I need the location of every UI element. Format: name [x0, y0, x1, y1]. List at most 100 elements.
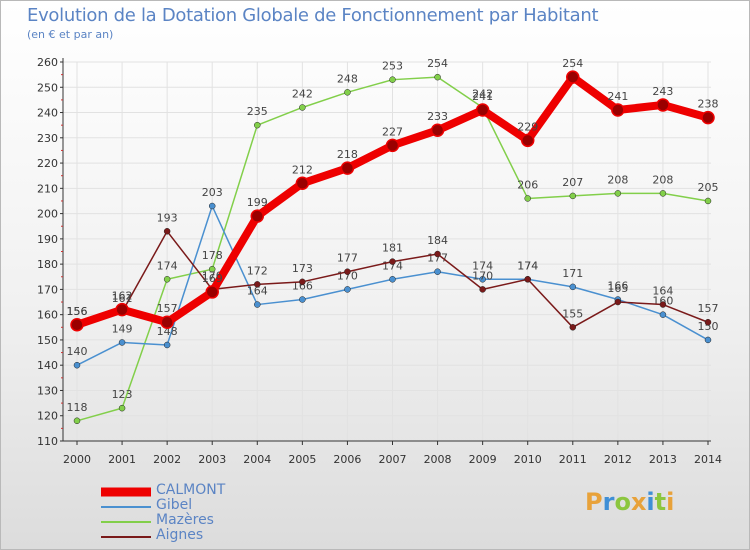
data-point-calmont [250, 209, 265, 223]
data-label-calmont: 227 [382, 125, 403, 138]
x-tick-label: 2006 [333, 453, 361, 466]
x-tick-label: 2014 [694, 453, 722, 466]
data-point-aignes [659, 301, 667, 308]
data-label-calmont: 157 [157, 302, 178, 315]
chart-subtitle: (en € et par an) [27, 28, 114, 41]
data-label-calmont: 241 [472, 90, 493, 103]
data-point-calmont [520, 133, 535, 148]
data-point-calmont [340, 161, 355, 175]
data-point-gibel [254, 301, 261, 308]
x-tick-label: 2011 [559, 453, 587, 466]
logo-letter: r [602, 488, 615, 516]
data-point-mazres [614, 190, 622, 197]
data-point-calmont [385, 138, 400, 153]
logo-letter: i [646, 488, 655, 516]
legend-item-gibel: Gibel [101, 497, 301, 514]
data-label-aignes: 173 [292, 262, 313, 275]
x-tick-label: 2002 [153, 453, 181, 466]
data-label-mazres: 235 [247, 105, 268, 118]
data-point-mazres [344, 89, 351, 96]
data-point-calmont [566, 70, 580, 84]
data-label-mazres: 118 [67, 401, 88, 414]
data-point-calmont [115, 302, 129, 317]
y-tick-label: 140 [37, 359, 58, 372]
data-label-mazres: 242 [472, 87, 493, 100]
data-point-aignes [299, 278, 306, 286]
data-point-mazres [659, 190, 667, 197]
data-point-calmont [701, 110, 715, 125]
data-label-calmont: 241 [607, 90, 628, 103]
data-point-calmont [430, 123, 445, 137]
data-point-aignes [569, 324, 577, 331]
data-label-mazres: 207 [562, 176, 583, 189]
legend-item-mazeres: Mazères [101, 513, 301, 529]
x-tick-label: 2004 [243, 453, 271, 466]
data-point-aignes [254, 281, 261, 288]
data-label-aignes: 161 [112, 292, 133, 305]
y-tick-label: 120 [37, 410, 58, 423]
proxiti-logo: Proxiti [585, 488, 674, 516]
data-label-aignes: 177 [337, 252, 358, 265]
data-label-aignes: 181 [382, 242, 403, 255]
legend-item-calmont: CALMONT [101, 483, 301, 499]
data-point-gibel [344, 286, 351, 293]
y-tick-label: 220 [37, 157, 58, 170]
data-point-mazres [73, 417, 81, 425]
data-label-calmont: 243 [652, 85, 673, 98]
data-label-aignes: 156 [67, 305, 88, 318]
y-tick-label: 240 [37, 107, 58, 120]
data-point-gibel [479, 276, 486, 283]
data-point-mazres [434, 73, 441, 81]
data-label-calmont: 162 [112, 290, 133, 303]
y-tick-label: 180 [37, 258, 58, 271]
legend-swatch-calmont [101, 487, 151, 496]
data-label-aignes: 155 [562, 307, 583, 320]
y-tick-label: 160 [37, 309, 58, 322]
x-tick-label: 2000 [63, 453, 91, 466]
data-label-gibel: 140 [67, 345, 88, 358]
data-point-mazres [118, 404, 126, 412]
data-point-calmont [611, 103, 625, 117]
logo-letter: t [654, 488, 667, 516]
chart-legend: CALMONT Gibel Mazères Aignes [101, 483, 301, 544]
x-tick-label: 2013 [649, 453, 677, 466]
data-point-gibel [569, 283, 577, 291]
x-tick-label: 2007 [379, 453, 407, 466]
data-label-gibel: 164 [247, 285, 268, 298]
data-label-mazres: 254 [427, 57, 448, 70]
data-point-mazres [208, 265, 216, 273]
x-tick-label: 2001 [108, 453, 136, 466]
y-tick-label: 110 [37, 435, 58, 448]
x-tick-label: 2009 [469, 453, 497, 466]
data-label-gibel: 174 [517, 259, 538, 272]
data-label-mazres: 205 [698, 181, 719, 194]
legend-label-gibel: Gibel [156, 497, 193, 513]
data-point-calmont [475, 103, 490, 117]
y-tick-label: 260 [37, 56, 58, 69]
x-tick-label: 2012 [604, 453, 632, 466]
data-label-aignes: 172 [247, 264, 268, 277]
data-point-calmont [656, 98, 670, 112]
data-label-mazres: 178 [202, 249, 223, 262]
data-label-gibel: 203 [202, 186, 223, 199]
data-point-gibel [659, 311, 667, 318]
chart-title: Evolution de la Dotation Globale de Fonc… [27, 5, 599, 26]
data-label-mazres: 208 [607, 173, 628, 186]
data-label-aignes: 165 [607, 282, 628, 295]
logo-letter: x [630, 488, 647, 516]
y-tick-label: 190 [37, 233, 58, 246]
data-label-calmont: 212 [292, 163, 313, 176]
data-label-mazres: 208 [652, 173, 673, 186]
data-label-aignes: 164 [652, 285, 673, 298]
data-point-mazres [524, 195, 531, 202]
data-label-mazres: 206 [517, 178, 538, 191]
y-tick-label: 250 [37, 81, 58, 94]
y-tick-label: 210 [37, 182, 58, 195]
data-label-gibel: 149 [112, 322, 133, 335]
data-label-aignes: 193 [157, 211, 178, 224]
data-point-aignes [389, 258, 396, 265]
legend-swatch-aignes [101, 535, 151, 538]
data-label-calmont: 218 [337, 148, 358, 161]
y-tick-label: 170 [37, 283, 58, 296]
